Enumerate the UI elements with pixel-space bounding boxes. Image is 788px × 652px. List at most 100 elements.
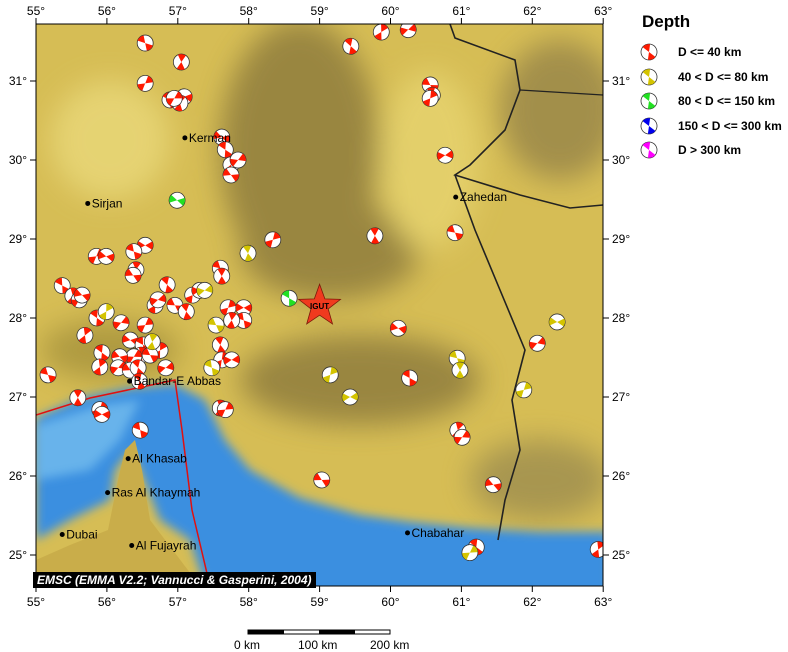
city-label: Chabahar: [412, 526, 465, 540]
lat-tick-label: 30°: [612, 153, 630, 167]
legend-beachball-icon: [640, 117, 658, 135]
event-beachball: [211, 336, 229, 354]
event-beachball: [125, 243, 143, 261]
event-beachball: [203, 359, 221, 377]
earthquake-events: [39, 24, 603, 562]
event-beachball: [366, 227, 384, 245]
event-beachball: [157, 359, 175, 377]
legend-item: D > 300 km: [640, 138, 782, 163]
lon-tick-label: 58°: [240, 4, 258, 18]
event-beachball: [421, 89, 439, 107]
event-beachball: [121, 331, 139, 349]
station-label: IGUT: [310, 302, 329, 311]
event-beachball: [321, 366, 339, 384]
lon-tick-label: 57°: [169, 4, 187, 18]
event-beachball: [399, 24, 417, 39]
station-igut[interactable]: IGUT: [297, 283, 342, 325]
event-beachball: [207, 316, 225, 334]
legend-beachball-icon: [640, 43, 658, 61]
event-beachball: [589, 541, 603, 558]
event-beachball: [196, 281, 214, 299]
event-beachball: [446, 224, 464, 242]
lon-tick-label: 60°: [381, 595, 399, 609]
lat-tick-label: 31°: [612, 74, 630, 88]
lat-tick-label: 27°: [612, 390, 630, 404]
lon-tick-label: 63°: [594, 4, 612, 18]
lat-tick-label: 25°: [612, 548, 630, 562]
event-beachball: [97, 247, 115, 265]
lat-tick-label: 30°: [9, 153, 27, 167]
city-marker: [129, 543, 135, 549]
event-beachball: [223, 351, 241, 369]
event-beachball: [342, 37, 360, 55]
event-beachball: [124, 266, 142, 284]
lon-tick-label: 56°: [98, 4, 116, 18]
event-beachball: [39, 366, 57, 384]
city-marker: [85, 200, 91, 206]
lat-tick-label: 26°: [9, 469, 27, 483]
scale-bar: [247, 629, 391, 635]
event-beachball: [93, 344, 111, 362]
legend-item: 150 < D <= 300 km: [640, 114, 782, 139]
legend-item: 40 < D <= 80 km: [640, 65, 782, 90]
event-beachball: [229, 151, 247, 169]
city-marker: [127, 378, 133, 384]
legend-beachball-icon: [640, 92, 658, 110]
lat-tick-label: 28°: [612, 311, 630, 325]
event-beachball: [453, 428, 471, 446]
event-beachball: [213, 128, 231, 146]
event-beachball: [216, 401, 234, 419]
city-marker: [405, 530, 411, 536]
event-beachball: [165, 89, 183, 107]
event-beachball: [93, 405, 111, 423]
event-beachball: [313, 471, 331, 489]
lon-tick-label: 63°: [594, 595, 612, 609]
lat-tick-label: 28°: [9, 311, 27, 325]
event-beachball: [372, 24, 390, 41]
legend-title: Depth: [642, 12, 691, 31]
cities: Kerman Sirjan Zahedan Bandar-E Abbas Al Khas…: [59, 131, 507, 553]
city-label: Sirjan: [92, 196, 123, 210]
persian-gulf: [36, 384, 603, 586]
event-beachball: [73, 286, 91, 304]
country-border: [449, 24, 603, 209]
event-beachball: [515, 381, 533, 399]
lat-tick-label: 31°: [9, 74, 27, 88]
city-label: Dubai: [66, 527, 97, 541]
event-beachball: [76, 326, 94, 344]
legend-label: 40 < D <= 80 km: [678, 69, 769, 84]
event-beachball: [213, 267, 231, 285]
event-beachball: [172, 53, 190, 71]
event-beachball: [136, 34, 154, 52]
lat-tick-label: 25°: [9, 548, 27, 562]
event-beachball: [280, 289, 298, 307]
event-beachball: [401, 369, 419, 387]
event-beachball: [97, 303, 115, 321]
lon-tick-label: 60°: [381, 4, 399, 18]
event-beachball: [131, 372, 148, 390]
city-label: Kerman: [189, 131, 231, 145]
lon-tick-label: 62°: [523, 595, 541, 609]
city-marker: [182, 135, 188, 141]
scale-label-100: 100 km: [298, 638, 338, 652]
lat-tick-label: 29°: [9, 232, 27, 246]
scale-label-200: 200 km: [370, 638, 410, 652]
lat-tick-label: 26°: [612, 469, 630, 483]
event-beachball: [264, 231, 282, 249]
legend-label: D > 300 km: [678, 143, 742, 158]
city-marker: [453, 194, 459, 200]
scale-label-0: 0 km: [234, 638, 261, 652]
event-beachball: [131, 421, 149, 439]
event-beachball: [436, 146, 454, 164]
event-beachball: [451, 361, 469, 379]
legend-item: D <= 40 km: [640, 40, 782, 65]
lon-tick-label: 61°: [452, 595, 470, 609]
depth-legend: Depth D <= 40 km 40 < D <= 80 km 80 < D <=…: [640, 12, 782, 163]
event-beachball: [235, 299, 253, 317]
legend-item: 80 < D <= 150 km: [640, 89, 782, 114]
event-beachball: [141, 346, 159, 364]
event-beachball: [149, 291, 167, 309]
event-beachball: [461, 544, 479, 562]
event-beachball: [112, 314, 130, 332]
